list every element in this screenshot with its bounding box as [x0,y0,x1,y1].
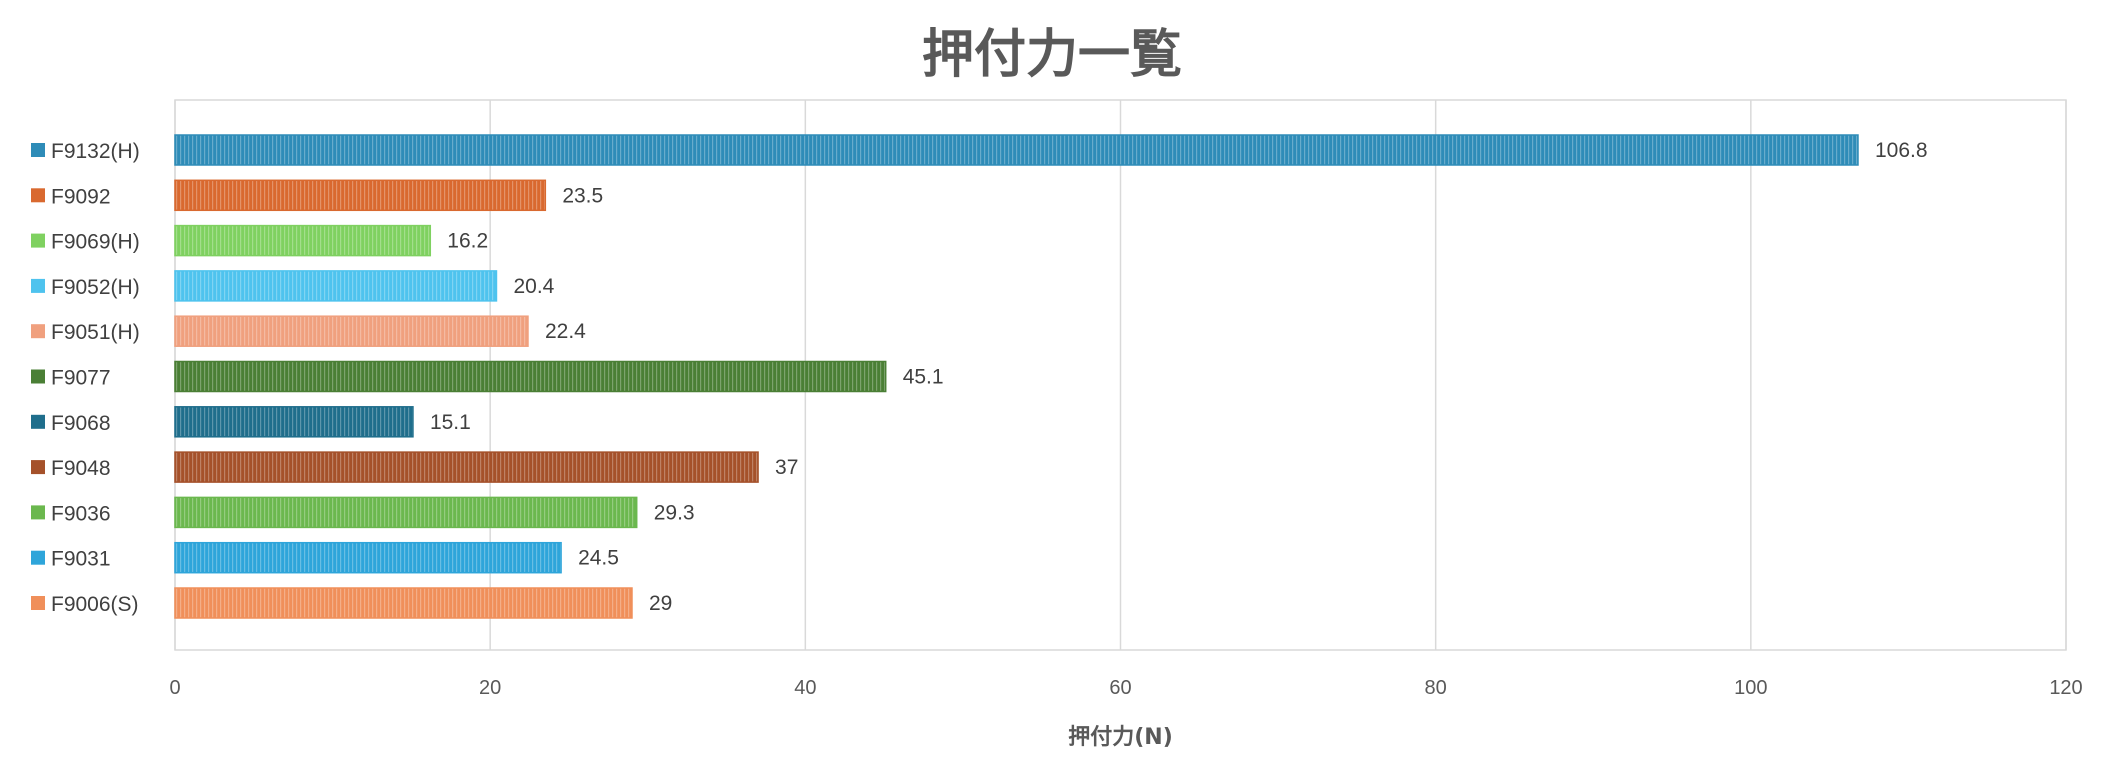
category-labels: F9132(H) F9092 F9069(H) F9052(H) F9051(H) F90… [31,140,140,616]
legend-key [31,414,45,429]
data-label: 23.5 [562,184,603,207]
bars [174,134,1859,619]
legend-key [31,460,45,475]
legend-key [31,596,45,610]
bar [174,224,432,257]
data-label: 20.4 [513,275,554,298]
bar [174,315,529,347]
bar [174,541,562,574]
data-label: 37 [775,456,798,479]
category-label: F9077 [51,367,111,390]
x-tick-label: 100 [1734,677,1767,699]
data-label: 16.2 [447,230,488,253]
data-label: 29 [649,592,672,615]
legend-key [31,143,45,157]
category-label: F9069(H) [51,231,140,254]
bar [174,270,498,302]
data-label: 29.3 [654,501,695,524]
legend-key [31,278,45,293]
x-tick-labels: 0 20 40 60 80 100 120 [169,677,2082,699]
data-label: 22.4 [545,320,586,343]
category-label: F9031 [51,548,111,571]
category-label: F9036 [51,502,111,525]
x-tick-label: 40 [794,677,816,699]
category-label: F9132(H) [51,140,140,163]
data-label: 15.1 [430,411,471,434]
bar [174,134,1859,166]
legend-key [31,188,45,203]
bar [174,496,638,529]
data-label: 24.5 [578,547,619,570]
category-label: F9068 [51,412,111,435]
legend-key [31,233,45,248]
x-axis-title: 押付力(N) [1068,724,1173,750]
legend-key [31,550,45,565]
category-label: F9051(H) [51,321,140,344]
bar [174,451,759,483]
category-label: F9006(S) [51,593,139,616]
category-label: F9092 [51,185,111,208]
bar [174,587,633,619]
bar [174,360,887,393]
legend-key [31,505,45,520]
data-label: 45.1 [903,366,944,389]
category-label: F9052(H) [51,276,140,299]
x-tick-label: 120 [2049,677,2082,699]
bar [174,406,414,438]
chart-title: 押付力一覧 [921,25,1182,85]
x-tick-label: 60 [1109,677,1131,699]
x-tick-label: 20 [479,677,501,699]
data-labels: 106.8 23.5 16.2 20.4 22.4 45.1 15.1 37 29.3 24.5 2… [430,139,1928,615]
bar [174,179,547,212]
category-label: F9048 [51,457,111,480]
x-tick-label: 0 [169,677,180,699]
legend-key [31,324,45,339]
legend-key [31,369,45,384]
data-label: 106.8 [1875,139,1928,162]
x-tick-label: 80 [1425,677,1447,699]
